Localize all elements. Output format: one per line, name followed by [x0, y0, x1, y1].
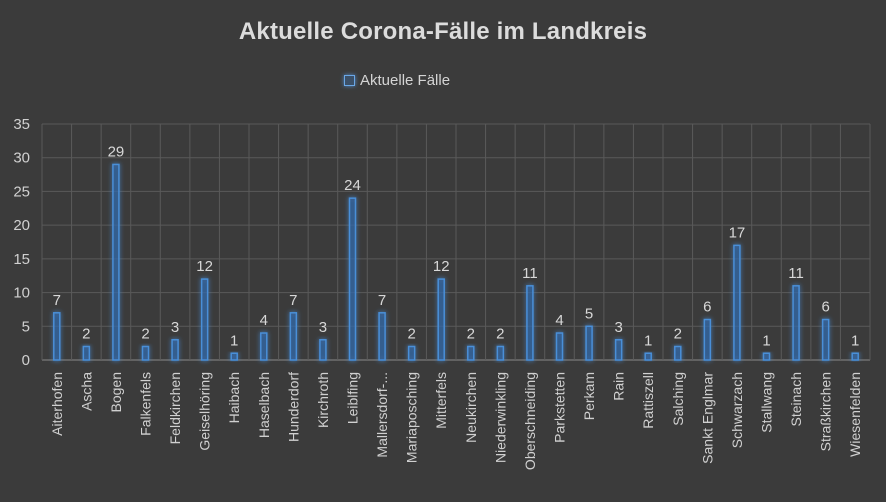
x-tick-label: Wiesenfelden — [847, 372, 863, 457]
y-tick-label: 5 — [22, 318, 30, 335]
chart-title: Aktuelle Corona-Fälle im Landkreis — [238, 18, 648, 45]
bar — [555, 332, 564, 361]
data-label: 1 — [644, 332, 652, 349]
bar — [762, 352, 771, 361]
x-tick-label: Feldkirchen — [167, 372, 183, 444]
x-tick-label: Leiblfing — [345, 372, 361, 424]
data-label: 7 — [53, 292, 61, 309]
x-tick-label: Schwarzach — [729, 372, 745, 448]
bar — [200, 278, 209, 361]
x-tick-label: Rattiszell — [640, 372, 656, 429]
data-label: 12 — [433, 258, 450, 275]
x-tick-label: Mitterfels — [433, 372, 449, 429]
bar — [112, 163, 120, 361]
bar — [614, 339, 623, 361]
data-label: 24 — [344, 177, 361, 194]
bar — [141, 345, 150, 361]
bar — [851, 352, 859, 361]
x-tick-label: Straßkirchen — [818, 372, 834, 451]
y-tick-label: 20 — [13, 217, 30, 234]
bar — [467, 345, 475, 361]
x-tick-label: Perkam — [581, 372, 597, 420]
bar — [674, 345, 682, 361]
data-label: 2 — [467, 326, 475, 343]
x-tick-label: Mariaposching — [404, 372, 420, 463]
x-tick-label: Bogen — [108, 372, 124, 412]
data-label: 1 — [851, 332, 859, 349]
bar — [644, 352, 652, 361]
legend-swatch — [344, 74, 355, 86]
bar — [171, 339, 179, 361]
data-label: 4 — [260, 312, 268, 329]
x-tick-label: Mallersdorf-... — [374, 372, 390, 458]
data-label: 2 — [496, 326, 504, 343]
y-tick-label: 30 — [13, 150, 30, 167]
data-label: 7 — [378, 292, 386, 309]
data-label: 3 — [171, 319, 179, 336]
bar — [496, 345, 505, 361]
x-tick-label: Haselbach — [256, 372, 272, 438]
x-tick-label: Falkenfels — [138, 372, 154, 436]
data-label: 2 — [82, 326, 90, 343]
data-label: 11 — [788, 265, 804, 282]
x-tick-label: Niederwinkling — [492, 372, 508, 463]
x-tick-label: Kirchroth — [315, 372, 331, 428]
x-tick-label: Sankt Englmar — [699, 372, 715, 464]
data-label: 2 — [674, 326, 682, 343]
bar — [319, 339, 327, 361]
data-label: 2 — [407, 326, 415, 343]
bar — [348, 197, 357, 361]
bar — [703, 318, 712, 361]
x-tick-label: Ascha — [78, 372, 94, 411]
y-tick-label: 10 — [13, 285, 30, 302]
bar — [437, 278, 445, 361]
bar — [82, 345, 91, 361]
bar — [821, 318, 830, 361]
x-tick-label: Steinach — [788, 372, 804, 426]
x-tick-label: Stallwang — [759, 372, 775, 433]
legend: Aktuelle Fälle — [344, 70, 450, 90]
bar — [53, 312, 61, 361]
data-label: 5 — [585, 305, 593, 322]
y-tick-label: 25 — [13, 183, 30, 200]
data-label: 7 — [289, 292, 297, 309]
data-label: 2 — [141, 326, 149, 343]
data-label: 1 — [762, 332, 770, 349]
data-label: 1 — [230, 332, 238, 349]
bar — [526, 285, 534, 361]
data-label: 3 — [614, 319, 622, 336]
legend-label: Aktuelle Fälle — [360, 71, 451, 89]
x-tick-label: Parkstetten — [552, 372, 568, 443]
y-tick-label: 15 — [13, 251, 30, 268]
bar — [260, 332, 268, 361]
y-tick-label: 0 — [22, 352, 30, 369]
data-label: 4 — [555, 312, 563, 329]
bar — [230, 352, 238, 361]
x-tick-label: Neukirchen — [463, 372, 479, 443]
bar — [733, 244, 741, 361]
data-label: 12 — [196, 258, 213, 275]
x-tick-label: Rain — [611, 372, 627, 401]
data-label: 6 — [703, 299, 711, 316]
data-label: 3 — [319, 319, 327, 336]
data-label: 17 — [729, 224, 746, 241]
bar — [407, 345, 416, 361]
data-label: 29 — [108, 143, 125, 160]
bar — [289, 312, 298, 361]
x-tick-label: Aiterhofen — [49, 372, 65, 436]
bar — [792, 285, 800, 361]
bar — [378, 312, 386, 361]
y-tick-label: 35 — [13, 116, 30, 133]
x-tick-label: Hunderdorf — [285, 372, 301, 442]
x-tick-label: Geiselhöring — [197, 372, 213, 451]
x-tick-label: Oberschneiding — [522, 372, 538, 470]
x-tick-label: Salching — [670, 372, 686, 426]
data-label: 6 — [821, 299, 829, 316]
bar — [585, 325, 593, 361]
data-label: 11 — [522, 265, 538, 282]
x-tick-label: Haibach — [226, 372, 242, 423]
